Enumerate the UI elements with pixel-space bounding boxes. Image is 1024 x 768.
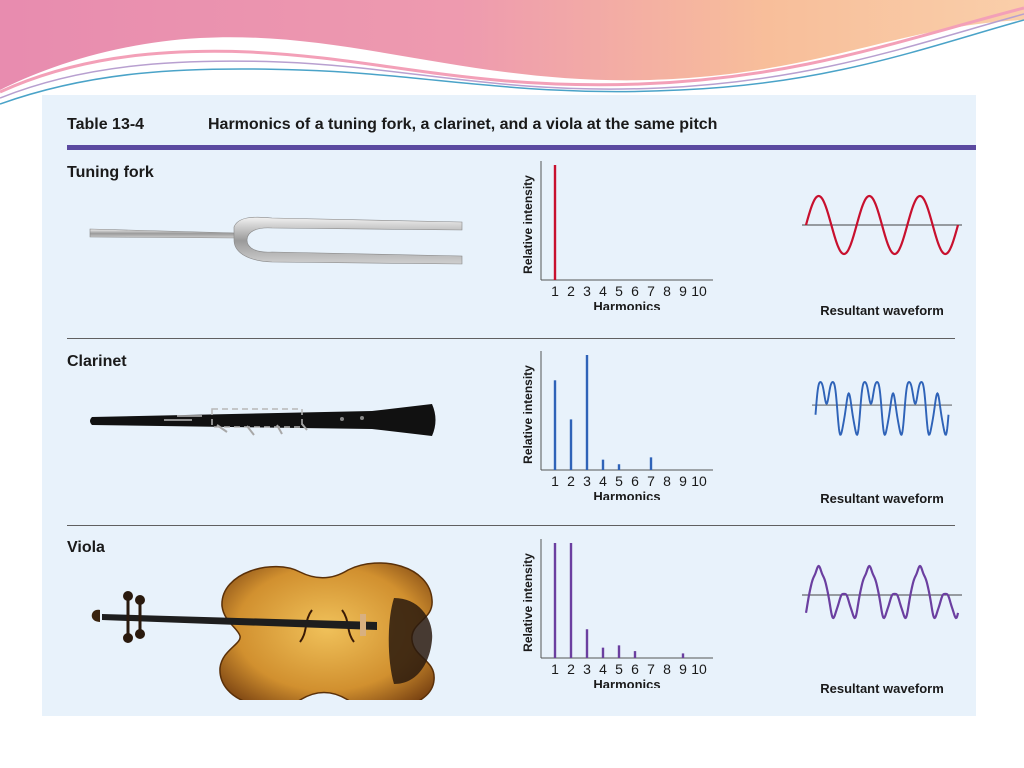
harmonic-bar-1 [553,165,557,280]
x-tick-label: 9 [679,283,687,299]
x-tick-label: 6 [631,283,639,299]
harmonic-bar-2 [569,543,573,658]
waveform-line [804,194,960,256]
x-tick-label: 6 [631,473,639,489]
x-axis-label: Harmonics [593,677,660,688]
x-tick-label: 2 [567,283,575,299]
x-tick-label: 2 [567,661,575,677]
harmonic-bar-2 [569,419,573,470]
x-tick-label: 9 [679,473,687,489]
tuning-fork-label: Tuning fork [67,164,154,181]
x-axis-label: Harmonics [593,299,660,310]
x-tick-label: 10 [691,661,707,677]
x-tick-label: 8 [663,473,671,489]
x-tick-label: 5 [615,661,623,677]
x-tick-label: 8 [663,283,671,299]
tuning-fork-harmonics-chart: Relative intensity 1 2 3 4 5 6 7 8 9 10 Harmonics [521,161,713,310]
row-divider [67,525,955,526]
harmonic-bar-1 [553,380,557,470]
slide-banner [0,0,1024,105]
x-axis-label: Harmonics [593,489,660,500]
x-tick-label: 4 [599,661,607,677]
x-tick-label: 3 [583,283,591,299]
waveform-line [814,381,950,436]
x-tick-label: 1 [551,283,559,299]
x-tick-label: 1 [551,661,559,677]
clarinet-waveform-caption: Resultant waveform [820,491,944,506]
harmonic-bar-3 [585,355,589,470]
clarinet-harmonics-chart: Relative intensity 1 2 3 4 5 6 7 8 9 10 Harmonics [521,351,713,500]
waveform-line [804,564,960,620]
table-panel: Table 13-4 Harmonics of a tuning fork, a… [42,95,976,716]
harmonic-bar-1 [553,543,557,658]
viola-waveform-caption: Resultant waveform [820,681,944,696]
table-number: Table 13-4 [67,116,145,133]
harmonic-bar-4 [601,459,605,470]
x-tick-label: 5 [615,473,623,489]
y-axis-label: Relative intensity [521,175,535,274]
table-title: Harmonics of a tuning fork, a clarinet, … [208,116,718,133]
x-tick-label: 9 [679,661,687,677]
tuning-fork-waveform [802,194,962,256]
x-tick-label: 5 [615,283,623,299]
viola-icon [91,562,435,700]
x-tick-label: 10 [691,283,707,299]
x-tick-label: 8 [663,661,671,677]
row-divider [67,338,955,339]
title-rule [67,145,976,150]
x-tick-label: 7 [647,283,655,299]
clarinet-icon [90,404,436,436]
harmonic-bar-9 [681,653,685,658]
viola-label: Viola [67,539,105,556]
y-axis-label: Relative intensity [521,553,535,652]
harmonic-bar-7 [649,457,653,470]
harmonic-bar-5 [617,464,621,470]
x-tick-label: 4 [599,473,607,489]
x-tick-label: 3 [583,661,591,677]
x-tick-label: 1 [551,473,559,489]
x-tick-label: 2 [567,473,575,489]
clarinet-waveform [812,381,952,436]
tuning-fork-waveform-caption: Resultant waveform [820,303,944,318]
tuning-fork-icon [89,216,463,265]
harmonic-bar-3 [585,629,589,658]
x-tick-label: 6 [631,661,639,677]
y-axis-label: Relative intensity [521,365,535,464]
harmonic-bar-6 [633,651,637,658]
x-tick-label: 7 [647,473,655,489]
harmonic-bar-5 [617,645,621,658]
viola-harmonics-chart: Relative intensity 1 2 3 4 5 6 7 8 9 10 Harmonics [521,539,713,688]
viola-waveform [802,564,962,620]
harmonic-bar-4 [601,647,605,658]
x-tick-label: 7 [647,661,655,677]
x-tick-label: 3 [583,473,591,489]
clarinet-label: Clarinet [67,353,127,370]
x-tick-label: 10 [691,473,707,489]
x-tick-label: 4 [599,283,607,299]
